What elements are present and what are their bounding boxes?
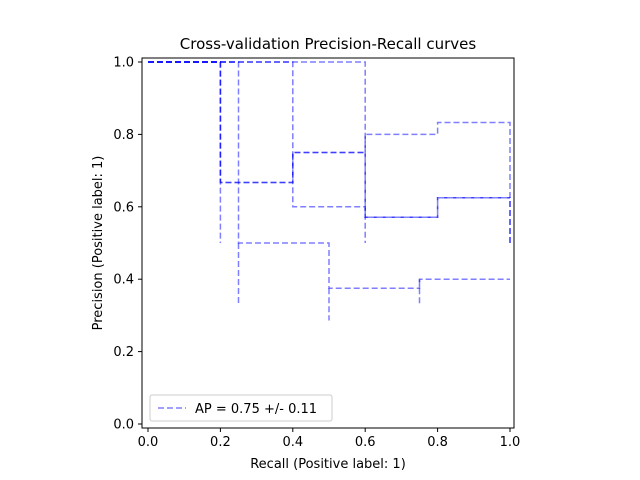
y-axis-ticks: 0.0 0.2 0.4 0.6 0.8 1.0 bbox=[113, 56, 142, 433]
x-axis-label: Recall (Positive label: 1) bbox=[250, 457, 406, 472]
y-axis-label: Precision (Positive label: 1) bbox=[91, 156, 106, 331]
legend-label: AP = 0.75 +/- 0.11 bbox=[195, 402, 317, 417]
x-tick-label: 0.4 bbox=[282, 435, 303, 450]
x-tick-label: 0.8 bbox=[427, 435, 448, 450]
pr-curve-2 bbox=[148, 61, 511, 243]
pr-curve-3 bbox=[148, 61, 511, 243]
x-tick-label: 0.2 bbox=[210, 435, 231, 450]
pr-curve-1 bbox=[148, 61, 222, 243]
y-tick-label: 0.8 bbox=[113, 128, 134, 143]
pr-curve-9 bbox=[148, 61, 510, 219]
y-tick-label: 1.0 bbox=[113, 56, 134, 71]
x-tick-label: 0.6 bbox=[355, 435, 376, 450]
x-tick-label: 1.0 bbox=[500, 435, 521, 450]
curve-lines bbox=[148, 61, 511, 321]
y-tick-label: 0.2 bbox=[113, 345, 134, 360]
y-tick-label: 0.0 bbox=[113, 418, 134, 433]
legend: AP = 0.75 +/- 0.11 bbox=[149, 394, 333, 422]
pr-curve-5 bbox=[148, 61, 510, 290]
plot-frame bbox=[141, 57, 515, 429]
x-axis-ticks: 0.0 0.2 0.4 0.6 0.8 1.0 bbox=[138, 428, 521, 450]
y-tick-label: 0.4 bbox=[113, 273, 134, 288]
legend-box bbox=[149, 394, 333, 422]
chart-title: Cross-validation Precision-Recall curves bbox=[180, 35, 477, 53]
x-tick-label: 0.0 bbox=[138, 435, 159, 450]
y-tick-label: 0.6 bbox=[113, 200, 134, 215]
